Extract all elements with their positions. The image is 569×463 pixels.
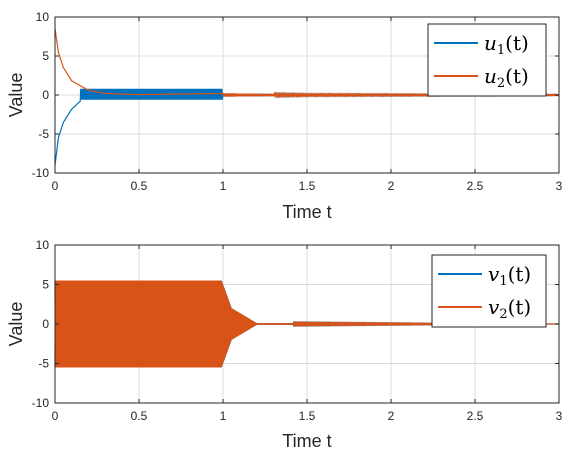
x-tick-label: 2 (388, 409, 395, 423)
x-tick-label: 0.5 (131, 409, 148, 423)
panel-bottom: 0 0.5 1 1.5 2 2.5 3 10 5 0 -5 -10 Time t Value v1(t… (6, 238, 563, 451)
x-tick-label: 1.5 (299, 179, 316, 193)
legend-bottom: v1(t) v2(t) (431, 254, 547, 328)
y-tick-label: -5 (38, 127, 49, 141)
x-axis-label: Time t (282, 202, 331, 222)
x-tick-label: 3 (556, 409, 563, 423)
x-tick-label: 0.5 (131, 179, 148, 193)
y-tick-label: -10 (32, 396, 50, 410)
y-tick-label: -5 (38, 357, 49, 371)
x-tick-label: 0 (52, 179, 59, 193)
legend-entry-u2: u2(t) (484, 64, 529, 91)
legend-entry-u1: u1(t) (484, 31, 529, 58)
ticks-bottom: 0 0.5 1 1.5 2 2.5 3 10 5 0 -5 -10 (32, 238, 563, 423)
y-tick-label: 0 (42, 88, 49, 102)
x-tick-label: 2.5 (467, 179, 484, 193)
y-tick-label: 10 (36, 10, 50, 24)
y-tick-label: 10 (36, 238, 50, 252)
legend-box (431, 254, 547, 328)
y-tick-label: 0 (42, 317, 49, 331)
legend-entry-v1: v1(t) (488, 262, 531, 289)
y-tick-label: 5 (42, 278, 49, 292)
legend-entry-v2: v2(t) (488, 295, 531, 322)
x-tick-label: 2 (388, 179, 395, 193)
ticks-top: 0 0.5 1 1.5 2 2.5 3 10 5 0 -5 -10 (32, 10, 563, 193)
x-tick-label: 1 (220, 179, 227, 193)
legend-top: u1(t) u2(t) (427, 23, 547, 97)
y-tick-label: -10 (32, 166, 50, 180)
legend-box (427, 23, 547, 97)
x-tick-label: 0 (52, 409, 59, 423)
panel-top: 0 0.5 1 1.5 2 2.5 3 10 5 0 -5 -10 Time t Value u1(t… (6, 10, 563, 222)
x-axis-label: Time t (282, 431, 331, 451)
y-axis-label: Value (6, 302, 26, 347)
x-tick-label: 1.5 (299, 409, 316, 423)
x-tick-label: 3 (556, 179, 563, 193)
y-tick-label: 5 (42, 49, 49, 63)
x-tick-label: 2.5 (467, 409, 484, 423)
y-axis-label: Value (6, 73, 26, 118)
x-tick-label: 1 (220, 409, 227, 423)
